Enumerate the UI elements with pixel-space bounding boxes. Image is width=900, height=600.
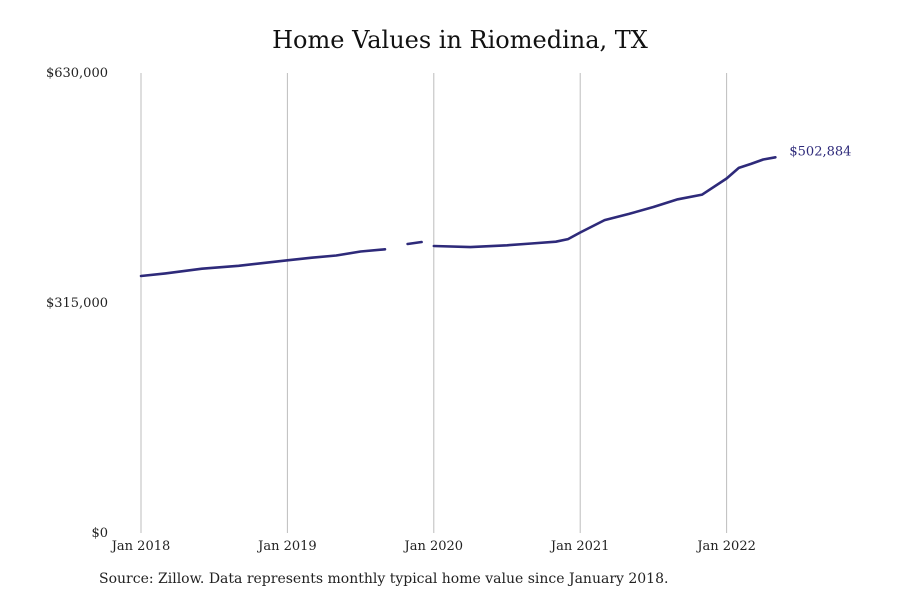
line-layer	[139, 156, 777, 278]
x-tick-label: Jan 2020	[403, 539, 464, 554]
x-tick-label: Jan 2018	[110, 539, 171, 554]
x-tick-label: Jan 2022	[695, 539, 756, 554]
y-tick-label: $315,000	[46, 296, 108, 311]
y-tick-label: $630,000	[46, 66, 108, 81]
series-line-segment	[139, 248, 387, 278]
grid-layer	[140, 73, 728, 533]
label-layer: Jan 2018 Jan 2019 Jan 2020 Jan 2021 Jan 2022…	[46, 66, 851, 554]
chart-title: Home Values in Riomedina, TX	[272, 26, 648, 54]
series-line-segment	[432, 156, 777, 249]
x-tick-label: Jan 2019	[256, 539, 317, 554]
end-value-label: $502,884	[789, 144, 851, 159]
x-tick-label: Jan 2021	[549, 539, 610, 554]
series-line-segment	[406, 240, 423, 246]
source-note: Source: Zillow. Data represents monthly …	[99, 571, 669, 587]
y-tick-label: $0	[91, 526, 108, 541]
